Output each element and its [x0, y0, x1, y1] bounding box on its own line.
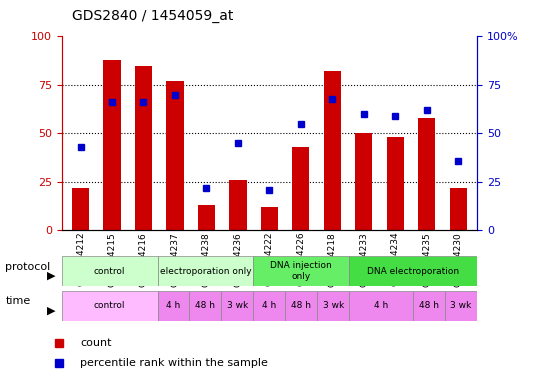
Bar [413, 291, 445, 321]
Bar [103, 60, 121, 230]
Text: 3 wk: 3 wk [227, 301, 248, 310]
Bar [62, 291, 158, 321]
Bar [254, 291, 285, 321]
Bar [135, 66, 152, 230]
Text: 48 h: 48 h [291, 301, 311, 310]
Bar [260, 207, 278, 230]
Bar [62, 256, 158, 286]
Text: GDS2840 / 1454059_at: GDS2840 / 1454059_at [72, 9, 234, 23]
Text: control: control [94, 301, 125, 310]
Bar [221, 291, 254, 321]
Text: control: control [94, 266, 125, 276]
Bar [349, 291, 413, 321]
Text: 48 h: 48 h [196, 301, 215, 310]
Bar [317, 291, 349, 321]
Bar [72, 188, 89, 230]
Text: electroporation only: electroporation only [160, 266, 251, 276]
Bar [386, 137, 404, 230]
Bar [450, 188, 467, 230]
Bar [158, 256, 254, 286]
Text: 4 h: 4 h [374, 301, 388, 310]
Bar [445, 291, 477, 321]
Bar [418, 118, 435, 230]
Bar [158, 291, 189, 321]
Text: DNA injection
only: DNA injection only [271, 262, 332, 281]
Bar [198, 205, 215, 230]
Text: 4 h: 4 h [166, 301, 181, 310]
Bar [189, 291, 221, 321]
Bar [254, 256, 349, 286]
Text: 48 h: 48 h [419, 301, 439, 310]
Text: 3 wk: 3 wk [323, 301, 344, 310]
Bar [285, 291, 317, 321]
Text: ▶: ▶ [47, 305, 55, 315]
Bar [292, 147, 309, 230]
Bar [229, 180, 247, 230]
Bar [324, 71, 341, 230]
Text: ▶: ▶ [47, 271, 55, 281]
Text: percentile rank within the sample: percentile rank within the sample [80, 358, 268, 368]
Bar [355, 134, 373, 230]
Bar [166, 81, 184, 230]
Text: count: count [80, 338, 111, 348]
Text: protocol: protocol [5, 262, 50, 271]
Bar [349, 256, 477, 286]
Text: DNA electroporation: DNA electroporation [367, 266, 459, 276]
Text: 3 wk: 3 wk [450, 301, 472, 310]
Text: time: time [5, 296, 31, 306]
Text: 4 h: 4 h [262, 301, 277, 310]
